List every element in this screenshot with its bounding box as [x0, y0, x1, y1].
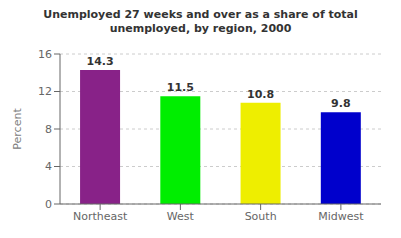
svg-text:12: 12	[38, 85, 52, 98]
svg-text:14.3: 14.3	[86, 55, 113, 68]
svg-text:Northeast: Northeast	[73, 210, 128, 223]
svg-text:11.5: 11.5	[167, 81, 194, 94]
svg-text:Percent: Percent	[11, 108, 24, 150]
svg-text:8: 8	[45, 123, 52, 136]
svg-text:4: 4	[45, 160, 52, 173]
svg-text:South: South	[245, 210, 277, 223]
html-text:unemployed, by region, 2000: unemployed, by region, 2000	[109, 22, 292, 35]
html-text:Unemployed 27 weeks and over a: Unemployed 27 weeks and over as a share …	[43, 8, 358, 21]
svg-text:10.8: 10.8	[247, 88, 274, 101]
svg-text:West: West	[167, 210, 195, 223]
svg-text:16: 16	[38, 48, 52, 61]
svg-text:0: 0	[45, 198, 52, 211]
svg-text:Midwest: Midwest	[318, 210, 364, 223]
svg-text:9.8: 9.8	[331, 97, 351, 110]
